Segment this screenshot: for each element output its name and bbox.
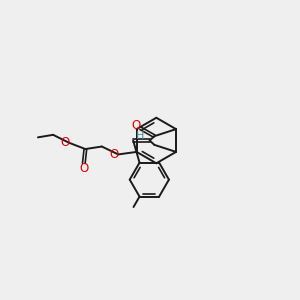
Text: O: O bbox=[60, 136, 69, 149]
Text: H: H bbox=[136, 131, 144, 141]
Text: O: O bbox=[131, 119, 140, 132]
Text: O: O bbox=[109, 148, 119, 161]
Text: O: O bbox=[79, 163, 88, 176]
